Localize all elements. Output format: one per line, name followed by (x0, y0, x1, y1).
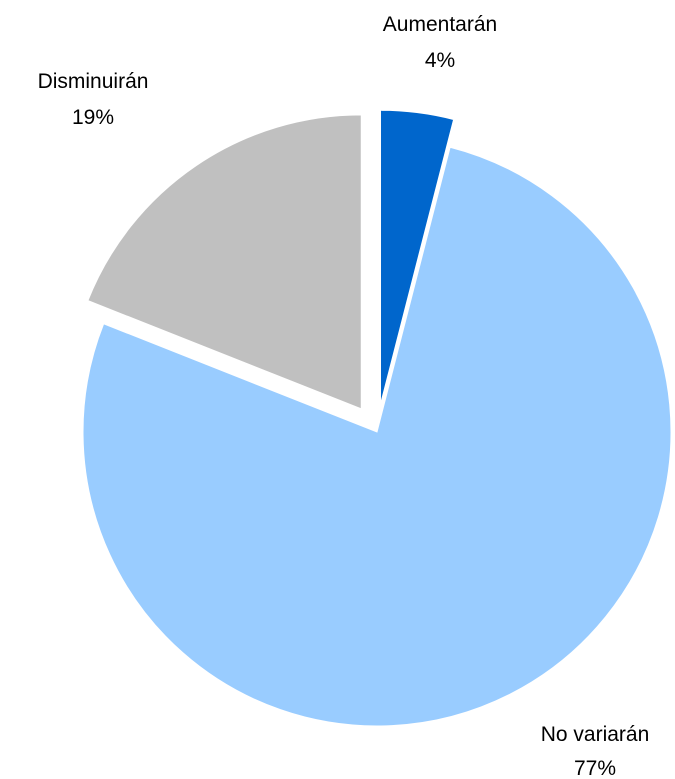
label-aumentaran-name: Aumentarán (383, 13, 497, 36)
label-no-variaran-value: 77% (574, 757, 616, 779)
pie-labels: Aumentarán 4% No variarán 77% Disminuirá… (38, 13, 650, 779)
label-no-variaran-name: No variarán (541, 723, 650, 746)
pie-slices (82, 109, 672, 727)
pie-slice-no-variaran (82, 146, 672, 727)
label-aumentaran-value: 4% (425, 49, 455, 72)
label-disminuiran-name: Disminuirán (38, 70, 149, 93)
pie-slice-disminuiran (87, 114, 362, 410)
pie-slice-aumentaran (380, 109, 455, 405)
label-disminuiran-value: 19% (72, 106, 114, 129)
